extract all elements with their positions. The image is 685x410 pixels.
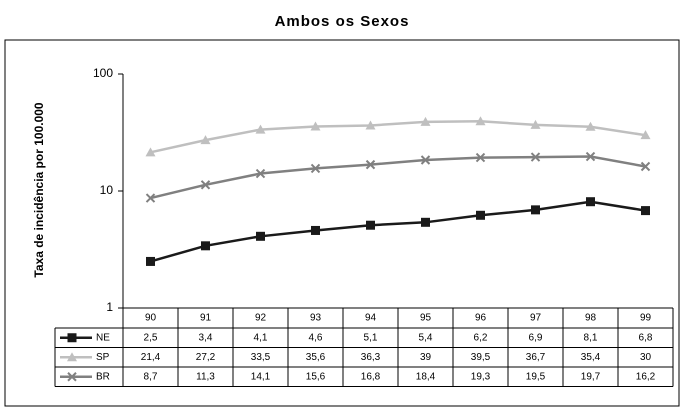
legend-label: BR <box>96 371 110 382</box>
marker <box>641 206 650 216</box>
series-line <box>150 119 646 154</box>
legend-label: NE <box>96 332 110 343</box>
marker <box>585 151 596 162</box>
marker <box>420 116 431 126</box>
marker <box>475 152 486 163</box>
data-label: 14,1 <box>251 371 271 382</box>
marker <box>475 116 486 126</box>
data-label: 4,6 <box>309 332 323 343</box>
data-label: 8,1 <box>584 332 598 343</box>
x-tick-label: 98 <box>585 313 597 324</box>
data-label: 30 <box>640 352 652 363</box>
series-line <box>150 155 646 200</box>
chart-title: Ambos os Sexos <box>275 13 410 30</box>
y-axis-label: Taxa de incidência por 100.000 <box>32 102 46 278</box>
marker <box>256 231 265 241</box>
data-label: 36,7 <box>526 352 546 363</box>
legend-label: SP <box>96 352 110 363</box>
marker <box>640 161 651 172</box>
data-label: 2,5 <box>144 332 158 343</box>
data-label: 8,7 <box>144 371 158 382</box>
marker <box>420 155 431 165</box>
marker <box>476 210 485 220</box>
data-label: 18,4 <box>416 371 436 382</box>
marker <box>255 168 266 179</box>
data-label: 19,7 <box>581 371 601 382</box>
data-label: 6,2 <box>474 332 488 343</box>
y-tick-label: 1 <box>106 300 113 314</box>
y-tick-label: 100 <box>93 66 113 80</box>
data-label: 39 <box>420 352 432 363</box>
data-label: 35,6 <box>306 352 326 363</box>
data-label: 16,2 <box>636 371 656 382</box>
x-tick-label: 92 <box>255 313 267 324</box>
marker <box>310 163 321 174</box>
marker <box>640 130 651 140</box>
marker <box>255 124 266 134</box>
marker <box>530 119 541 129</box>
marker <box>310 121 321 131</box>
marker <box>145 193 156 203</box>
data-label: 5,1 <box>364 332 378 343</box>
x-tick-label: 99 <box>640 313 652 324</box>
marker <box>585 121 596 131</box>
x-tick-label: 97 <box>530 313 542 324</box>
marker <box>67 352 77 362</box>
data-label: 36,3 <box>361 352 381 363</box>
marker <box>421 217 430 227</box>
data-label: 11,3 <box>196 371 215 382</box>
chart-frame <box>4 39 680 407</box>
data-label: 21,4 <box>141 352 161 363</box>
data-label: 19,5 <box>526 371 546 382</box>
marker <box>201 241 210 251</box>
data-label: 15,6 <box>306 371 326 382</box>
x-tick-label: 96 <box>475 313 487 324</box>
marker <box>311 225 320 235</box>
marker <box>586 197 595 207</box>
marker <box>200 135 211 145</box>
x-tick-label: 95 <box>420 313 432 324</box>
data-label: 19,3 <box>471 371 491 382</box>
marker <box>365 120 376 130</box>
data-label: 35,4 <box>581 352 601 363</box>
x-tick-label: 90 <box>145 313 157 324</box>
marker <box>530 152 541 162</box>
marker <box>67 372 77 382</box>
marker <box>67 333 77 343</box>
y-tick-label: 10 <box>100 183 114 197</box>
marker <box>146 256 155 266</box>
data-label: 5,4 <box>419 332 433 343</box>
marker <box>145 147 156 157</box>
marker <box>531 205 540 215</box>
x-tick-label: 91 <box>200 313 212 324</box>
series-line <box>150 200 646 263</box>
data-label: 33,5 <box>251 352 271 363</box>
marker <box>365 159 376 170</box>
x-tick-label: 94 <box>365 313 377 324</box>
marker <box>366 220 375 230</box>
data-label: 39,5 <box>471 352 491 363</box>
data-label: 27,2 <box>196 352 216 363</box>
data-label: 4,1 <box>254 332 268 343</box>
data-label: 16,8 <box>361 371 381 382</box>
data-label: 6,8 <box>639 332 653 343</box>
data-label: 3,4 <box>199 332 213 343</box>
x-tick-label: 93 <box>310 313 322 324</box>
marker <box>200 180 211 190</box>
data-label: 6,9 <box>529 332 543 343</box>
